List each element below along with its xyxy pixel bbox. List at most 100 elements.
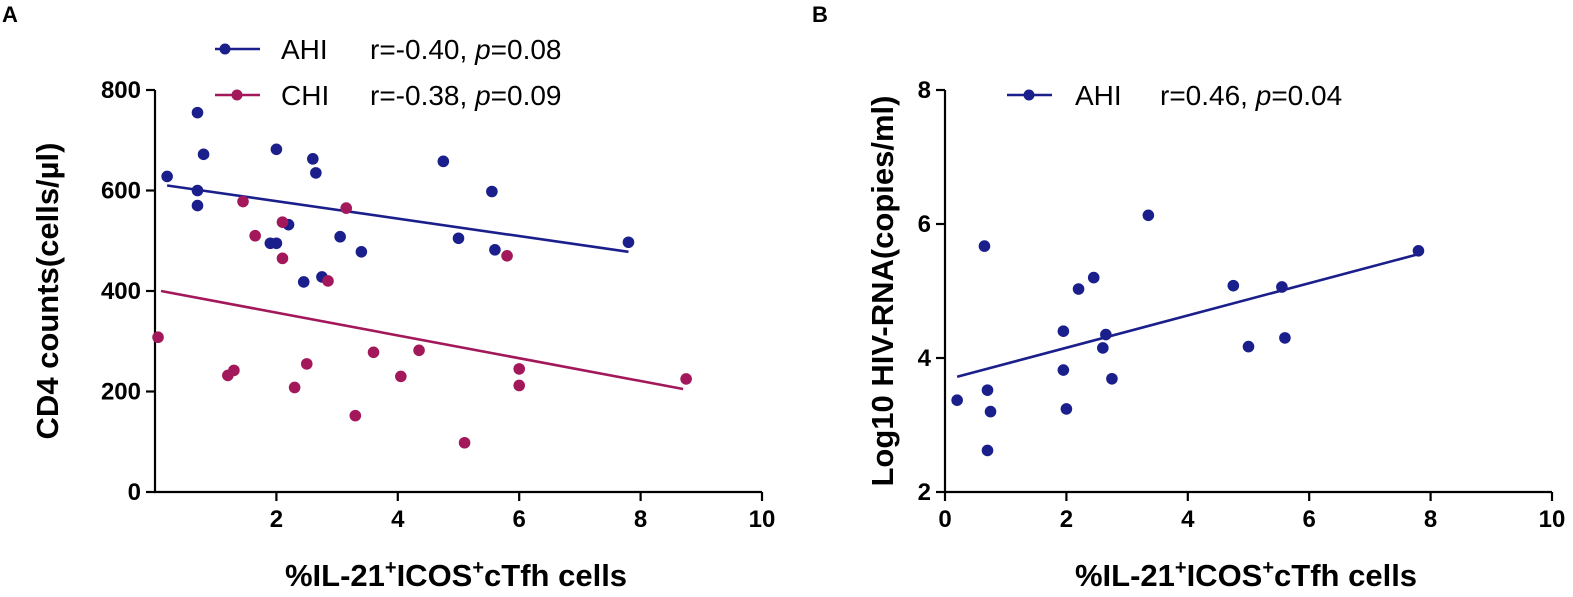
legend-b-ahi-p-value: =0.04 [1271,80,1342,111]
ahi-point [161,170,173,183]
y-tick-label: 4 [918,345,932,372]
legend-b-ahi-r: r=0.46, [1160,80,1256,111]
chi-point [237,195,249,208]
x-tick-label: 2 [1060,506,1073,533]
panel-b-x-title-part2: ICOS [1187,558,1263,593]
panel-b-y-axis-title: Log10 HIV-RNA(copies/ml) [865,96,900,487]
ahi-point [191,199,204,212]
ahi-point [334,230,346,243]
x-tick-label: 8 [1424,506,1437,533]
ahi-point [984,405,997,418]
legend-b-ahi-name: AHI [1075,80,1122,111]
legend-ahi-p-label: p [474,34,491,65]
legend-ahi-name: AHI [281,34,328,65]
panel-a: A AHI r=-0.40, p=0.08 CHI r=-0.38, p=0.0… [2,2,775,593]
ahi-point [270,143,283,156]
legend-chi-r: r=-0.38, [370,80,475,111]
panel-a-fit-lines [160,184,684,391]
ahi-point [197,148,210,161]
ahi-point [437,155,450,168]
ahi-point [1057,364,1070,376]
legend-ahi-stats: r=-0.40, p=0.08 [370,34,562,65]
x-tick-label: 2 [270,506,283,533]
y-tick-label: 6 [918,211,931,238]
ahi-point [981,444,994,457]
panel-b-x-title-part3: cTfh cells [1274,558,1417,593]
ahi-point [1279,332,1291,344]
ahi-point [951,394,963,407]
panel-b-x-title-part1: %IL-21 [1075,558,1175,593]
x-tick-label: 10 [1539,506,1566,533]
ahi-point [486,185,498,198]
legend-chi-marker [231,89,243,101]
ahi-point [1227,279,1240,292]
chi-point [276,252,289,265]
legend-chi-stats: r=-0.38, p=0.09 [370,80,562,111]
panel-b-label: B [812,2,828,27]
y-tick-label: 2 [918,479,931,506]
ahi-point [191,106,204,119]
x-tick-label: 4 [1181,506,1195,533]
panel-b-x-axis-title: %IL-21+ICOS+cTfh cells [1075,557,1417,593]
chi-point [288,381,301,394]
chi-point [680,373,692,385]
panel-b-x-ticks: 0 2 4 6 8 10 [938,492,1565,533]
ahi-point [1072,283,1085,295]
ahi-point [1097,342,1109,354]
panel-a-x-title-part3: cTfh cells [484,558,627,593]
ahi-point [1106,372,1118,385]
y-tick-label: 0 [128,479,141,506]
panel-a-x-ticks: 2 4 6 8 10 [270,492,775,533]
legend-ahi: AHI r=-0.40, p=0.08 [215,34,562,65]
chi-point [413,344,425,357]
panel-a-label: A [2,2,18,27]
legend-b-ahi: AHI r=0.46, p=0.04 [1007,80,1342,111]
y-tick-label: 600 [101,178,141,205]
chi-point [367,346,380,359]
chi-point [228,364,240,377]
legend-ahi-r: r=-0.40, [370,34,475,65]
panel-b-fit-lines [956,252,1419,379]
chi-point [458,436,471,449]
ahi-point [355,246,368,258]
chi-point [349,409,362,422]
panel-a-x-title-part1: %IL-21 [285,558,385,593]
x-tick-label: 4 [391,506,405,533]
ahi-point [270,237,283,250]
chi-point [276,216,289,228]
legend-ahi-p-value: =0.08 [491,34,562,65]
y-tick-label: 200 [101,379,141,406]
chi-point [300,358,313,370]
legend-chi-name: CHI [281,80,329,111]
panel-b-points [951,209,1425,457]
chi-point [513,363,525,375]
chi-point [322,275,334,287]
ahi-point [981,384,994,396]
panel-b-x-title-sup1: + [1175,557,1187,579]
ahi-fit-line [166,184,629,254]
ahi-point [191,184,204,197]
panel-b-y-ticks: 2 4 6 8 [918,77,945,506]
ahi-point [307,153,319,165]
legend-chi-p-label: p [474,80,491,111]
ahi-point [1087,271,1100,284]
panel-a-legend: AHI r=-0.40, p=0.08 CHI r=-0.38, p=0.09 [215,34,562,111]
ahi-point [1242,340,1255,353]
legend-chi: CHI r=-0.38, p=0.09 [215,80,562,111]
chi-point [501,250,513,262]
y-tick-label: 800 [101,77,141,104]
ahi-point [1412,245,1425,257]
legend-ahi-marker [219,43,231,55]
ahi-point [1142,209,1155,222]
legend-chi-p-value: =0.09 [491,80,562,111]
ahi-point [1100,328,1112,341]
ahi-point [489,243,501,256]
x-tick-label: 6 [513,506,526,533]
panel-a-x-title-part2: ICOS [397,558,473,593]
ahi-point [452,232,465,245]
panel-a-x-axis-title: %IL-21+ICOS+cTfh cells [285,557,627,593]
chi-point [249,229,261,242]
legend-b-ahi-stats: r=0.46, p=0.04 [1160,80,1342,111]
